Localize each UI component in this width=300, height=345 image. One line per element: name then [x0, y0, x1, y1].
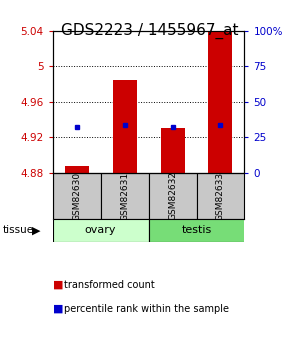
- Text: GSM82630: GSM82630: [72, 171, 81, 220]
- Bar: [196, 173, 244, 219]
- Bar: [148, 173, 196, 219]
- Bar: [52, 219, 148, 242]
- Bar: [100, 173, 148, 219]
- Text: ▶: ▶: [32, 225, 40, 235]
- Text: tissue: tissue: [3, 225, 34, 235]
- Text: ■: ■: [52, 280, 63, 289]
- Text: ovary: ovary: [85, 225, 116, 235]
- Text: GSM82632: GSM82632: [168, 171, 177, 220]
- Bar: [208, 9, 232, 173]
- Text: GSM82631: GSM82631: [120, 171, 129, 220]
- Bar: [160, 128, 184, 173]
- Bar: [112, 80, 136, 173]
- Text: testis: testis: [182, 225, 212, 235]
- Bar: [148, 219, 244, 242]
- Text: GDS2223 / 1455967_at: GDS2223 / 1455967_at: [61, 22, 239, 39]
- Bar: [64, 166, 88, 173]
- Text: transformed count: transformed count: [64, 280, 155, 289]
- Text: GSM82633: GSM82633: [216, 171, 225, 220]
- Text: percentile rank within the sample: percentile rank within the sample: [64, 304, 230, 314]
- Text: ■: ■: [52, 304, 63, 314]
- Bar: [52, 173, 100, 219]
